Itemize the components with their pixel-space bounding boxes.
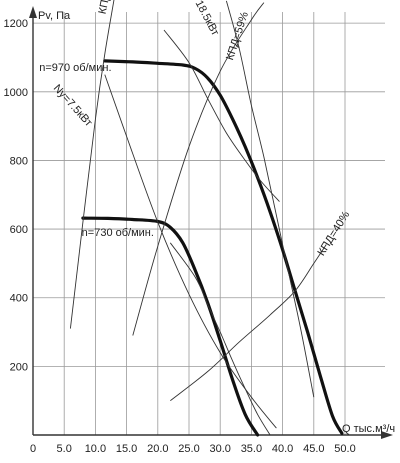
curve-label-4: КПД=59%	[224, 10, 251, 62]
y-tick-label: 1000	[4, 87, 28, 99]
x-tick-label: 10.0	[85, 443, 106, 455]
x-tick-label: 50.0	[334, 443, 355, 455]
x-tick-label: 25.0	[178, 443, 199, 455]
curve-label-5: Ny=7.5кВт	[51, 82, 95, 129]
x-tick-label: 15.0	[116, 443, 137, 455]
y-axis-arrow	[29, 6, 37, 18]
x-tick-label: 45.0	[303, 443, 324, 455]
tick-labels: 0 5.0 10.0 15.0 20.0 25.0 30.0 35.0 40.0 45.0 50.0…	[4, 18, 356, 455]
x-tick-label: 5.0	[57, 443, 72, 455]
series-line-3	[163, 29, 280, 202]
series-line-2	[69, 0, 115, 329]
x-tick-label: 20.0	[147, 443, 168, 455]
curve-label-6: КПД=40%	[316, 209, 353, 258]
y-tick-label: 1200	[4, 18, 28, 30]
series-line-5	[104, 74, 277, 429]
series-line-0	[103, 59, 344, 435]
y-tick-label: 600	[10, 224, 28, 236]
y-tick-label: 200	[10, 361, 28, 373]
grid	[33, 12, 385, 435]
series-line-4	[132, 2, 265, 336]
curve-label-0: n=970 об/мин.	[39, 62, 111, 74]
y-tick-label: 800	[10, 155, 28, 167]
curve-label-3: 18.5кВт	[193, 0, 222, 38]
curve-label-1: n=730 об/мин.	[82, 227, 154, 239]
x-tick-label: 35.0	[241, 443, 262, 455]
curve-label-2: КПД=39%	[97, 0, 119, 15]
series-line-7	[225, 0, 315, 398]
curves	[69, 0, 344, 437]
x-tick-label: 40.0	[272, 443, 293, 455]
series-line-1	[81, 216, 260, 437]
x-tick-label: 30.0	[209, 443, 230, 455]
y-axis-label: Pv, Па	[38, 10, 71, 22]
x-axis-label: Q тыс.м³/ч	[342, 423, 395, 435]
series-line-8	[169, 242, 271, 436]
axes	[29, 6, 393, 439]
series-line-6	[170, 244, 327, 402]
y-tick-label: 400	[10, 293, 28, 305]
x-axis-arrow	[381, 431, 393, 439]
x-tick-label: 0	[30, 443, 36, 455]
